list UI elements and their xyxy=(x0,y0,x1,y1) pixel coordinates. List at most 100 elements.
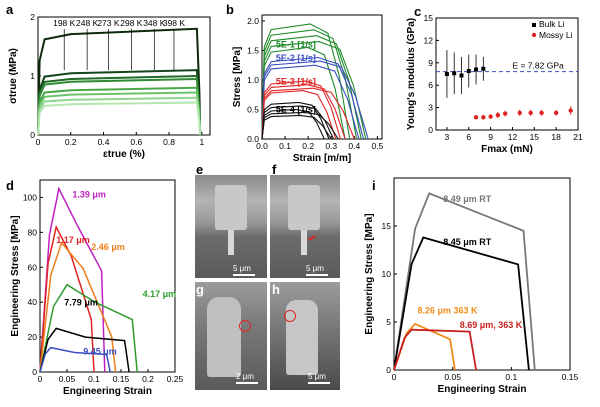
panel-c-mossy-li-point xyxy=(553,110,559,116)
panel-c-x-tick-label: 15 xyxy=(530,132,540,142)
panel-b-curve xyxy=(261,111,339,140)
panel-i-curve xyxy=(393,328,477,371)
panel-d-x-tick-label: 0.05 xyxy=(59,374,76,384)
panel-c-x-axis-label: Fmax (mN) xyxy=(481,144,533,155)
panel-b-curve xyxy=(261,64,360,140)
panel-d-curve xyxy=(39,241,117,373)
panel-a-y-tick-label: 1 xyxy=(30,71,35,81)
panel-c-x-tick-label: 3 xyxy=(445,132,450,142)
panel-c-mossy-li-point xyxy=(481,115,486,120)
panel-b-x-tick-label: 0.5 xyxy=(371,141,383,151)
panel-c-mossy-li-point xyxy=(488,114,493,119)
panel-c-legend-label: Bulk Li xyxy=(539,19,565,29)
panel-i-y-tick-label: 15 xyxy=(382,221,392,231)
panel-c-x-tick-label: 18 xyxy=(551,132,561,142)
panel-c-bulk-li-point xyxy=(474,67,479,72)
panel-b-rate-label: 5E-1 [1/s] xyxy=(276,39,316,49)
panel-c-x-tick-label: 21 xyxy=(573,132,583,142)
panel-label-a: a xyxy=(6,2,14,17)
panel-label-d: d xyxy=(6,178,14,193)
sem-pillar-e xyxy=(215,185,247,230)
panel-d-y-tick-label: 60 xyxy=(28,262,38,272)
panel-a-curve xyxy=(37,101,202,136)
panel-b-curve xyxy=(261,23,351,140)
fracture-marker-f xyxy=(308,235,316,241)
panel-d-y-tick-label: 100 xyxy=(23,192,37,202)
panel-label-i: i xyxy=(372,178,376,193)
panel-a-y-tick-label: 0 xyxy=(30,130,35,140)
panel-b-y-axis-label: Stress [MPa] xyxy=(232,47,243,108)
panel-a-x-tick-label: 0.2 xyxy=(65,137,77,147)
panel-b-curve xyxy=(261,60,369,140)
panel-c-bulk-li-point xyxy=(481,66,486,71)
sem-pillar-g xyxy=(207,297,241,377)
panel-label-f: f xyxy=(272,162,277,177)
panel-i-plot-frame xyxy=(393,177,571,371)
panel-c-mossy-li-point xyxy=(517,110,522,116)
sem-neck-f xyxy=(301,230,307,255)
panel-c-mossy-li-point xyxy=(495,112,501,118)
panel-d-y-tick-label: 20 xyxy=(28,332,38,342)
panel-c-reference-label: E = 7.82 GPa xyxy=(512,61,564,71)
red-bubble-marker-h xyxy=(284,310,296,322)
panel-a-temperature-label: 273 K xyxy=(97,18,120,28)
panel-b-rate-label: 5E-3 [1/s] xyxy=(276,77,316,87)
panel-d-curve xyxy=(39,186,106,373)
scale-bar-f: 5 μm xyxy=(306,264,328,276)
panel-d-series-label: 7.79 μm xyxy=(64,298,98,308)
panel-a-y-tick-label: 2 xyxy=(30,12,35,22)
panel-c-y-tick-label: 6 xyxy=(428,80,433,90)
panel-b-x-tick-label: 0.1 xyxy=(279,141,291,151)
panel-d-x-axis-label: Engineering Strain xyxy=(63,386,152,397)
panel-d-x-tick-label: 0.1 xyxy=(88,374,100,384)
panel-i-x-axis-label: Engineering Strain xyxy=(438,384,527,395)
panel-b-curve xyxy=(261,41,367,140)
panel-d-series-label: 2.46 μm xyxy=(91,242,125,252)
panel-c-legend-marker xyxy=(531,32,537,38)
panel-a-x-tick-label: 0 xyxy=(36,137,41,147)
panel-c-mossy-li-point xyxy=(528,110,533,116)
panel-a-temperature-label: 398 K xyxy=(163,18,186,28)
panel-b-curve xyxy=(261,84,346,140)
panel-b-curve xyxy=(261,46,346,140)
sem-image-f xyxy=(270,175,340,278)
panel-label-g: g xyxy=(196,282,204,297)
panel-a-x-tick-label: 0.6 xyxy=(130,137,142,147)
panel-b-y-tick-label: 0.5 xyxy=(247,104,259,114)
panel-b-y-tick-label: 1.0 xyxy=(247,75,259,85)
panel-b-curve xyxy=(261,90,337,140)
panel-c-mossy-li-point xyxy=(539,110,544,116)
panel-c-y-tick-label: 9 xyxy=(428,58,433,68)
panel-i-x-tick-label: 0.1 xyxy=(505,372,517,382)
scale-bar-h: 5 μm xyxy=(308,372,330,384)
panel-i-series-label: 8.49 μm RT xyxy=(443,194,492,204)
panel-b-x-tick-label: 0.3 xyxy=(325,141,337,151)
sem-image-h xyxy=(270,282,340,390)
panel-d-x-tick-label: 0.15 xyxy=(113,374,130,384)
panel-b-x-tick-label: 0.2 xyxy=(302,141,314,151)
panel-i-chart: i 0 0.05 0.1 0.15 0 5 10 15 Engineering Strain Eng… xyxy=(364,177,579,395)
panel-a-x-tick-label: 0.8 xyxy=(163,137,175,147)
panel-b-curve xyxy=(261,114,332,140)
panel-c-plot-frame xyxy=(435,17,579,131)
panel-a-curve xyxy=(37,27,202,136)
panel-c-bulk-li-point xyxy=(452,71,457,76)
sem-image-g xyxy=(195,282,267,390)
panel-i-y-tick-label: 0 xyxy=(386,365,391,375)
panel-d-series-label: 1.17 μm xyxy=(56,235,90,245)
panel-label-b: b xyxy=(226,2,234,17)
panel-b-curve xyxy=(261,56,365,140)
panel-c-x-tick-label: 6 xyxy=(466,132,471,142)
panel-c-y-tick-label: 15 xyxy=(424,13,434,23)
panel-b-curve xyxy=(261,87,355,140)
panel-c-y-tick-label: 12 xyxy=(424,35,434,45)
panel-a-temperature-label: 198 K xyxy=(53,18,76,28)
panel-d-chart: d 0 0.05 0.1 0.15 0.2 0.25 0 20 40 60 80 100 Engineer… xyxy=(6,178,184,397)
panel-d-series-label: 1.39 μm xyxy=(72,189,106,199)
panel-b-x-tick-label: 0.0 xyxy=(256,141,268,151)
panel-d-y-axis-label: Engineering Stress [MPa] xyxy=(10,215,21,336)
panel-b-rate-label: 5E-2 [1/s] xyxy=(276,53,316,63)
panel-c-bulk-li-point xyxy=(444,72,449,76)
panel-d-y-tick-label: 80 xyxy=(28,227,38,237)
